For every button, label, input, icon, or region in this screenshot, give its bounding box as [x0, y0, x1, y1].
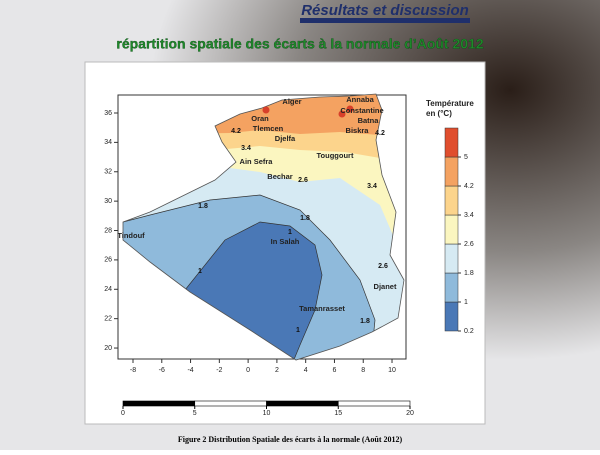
city-label: Touggourt — [317, 151, 354, 160]
x-tick-label: -4 — [187, 367, 193, 374]
x-tick-label: -8 — [130, 367, 136, 374]
scale-label: 5 — [193, 410, 197, 417]
legend-swatch — [444, 156, 459, 187]
city-label: Batna — [358, 116, 380, 125]
contour-label: 4.2 — [375, 130, 385, 137]
y-tick-label: 20 — [104, 345, 112, 352]
country-outline — [122, 93, 405, 361]
x-tick-label: 4 — [304, 367, 308, 374]
legend-label: 1 — [464, 299, 468, 306]
legend-swatch — [444, 127, 459, 158]
city-label: Biskra — [346, 126, 370, 135]
y-tick-label: 36 — [104, 110, 112, 117]
city-label: Oran — [251, 114, 269, 123]
contour-label: 1.8 — [198, 203, 208, 210]
figure-caption: Figure 2 Distribution Spatiale des écart… — [178, 435, 403, 444]
legend-label: 0.2 — [464, 328, 474, 335]
city-label: Alger — [282, 97, 301, 106]
city-label: Ain Sefra — [240, 157, 274, 166]
legend-label: 2.6 — [464, 241, 474, 248]
title-underline — [300, 18, 470, 23]
contour-label: 1 — [198, 268, 202, 275]
scale-label: 20 — [406, 410, 414, 417]
x-tick-label: -6 — [159, 367, 165, 374]
city-label: Djanet — [374, 282, 397, 291]
y-tick-label: 34 — [104, 139, 112, 146]
legend-label: 3.4 — [464, 212, 474, 219]
contour-label: 1 — [296, 327, 300, 334]
city-label: Bechar — [267, 172, 293, 181]
city-label: Constantine — [340, 106, 383, 115]
y-tick-label: 28 — [104, 227, 112, 234]
city-dot — [346, 105, 354, 113]
contour-label: 1.8 — [360, 318, 370, 325]
y-tick-label: 26 — [104, 257, 112, 264]
scale-segment — [266, 400, 339, 407]
scale-label: 10 — [263, 410, 271, 417]
y-tick-label: 24 — [104, 286, 112, 293]
city-label: Tlemcen — [253, 124, 284, 133]
scale-segment — [122, 400, 196, 407]
city-label: Tamanrasset — [299, 304, 345, 313]
y-tick-label: 32 — [104, 169, 112, 176]
city-dot — [338, 110, 346, 118]
scale-segment — [194, 400, 267, 407]
y-tick-label: 30 — [104, 198, 112, 205]
contour-label: 1 — [288, 229, 292, 236]
scale-label: 0 — [121, 410, 125, 417]
x-tick-label: 10 — [388, 367, 396, 374]
city-label: Tindouf — [117, 231, 145, 240]
legend-swatch — [444, 272, 459, 303]
legend-label: 1.8 — [464, 270, 474, 277]
slide-subtitle: répartition spatiale des écarts à la nor… — [116, 36, 483, 52]
x-tick-label: 6 — [333, 367, 337, 374]
city-label: Annaba — [346, 95, 374, 104]
city-dot — [262, 106, 270, 114]
contour-label: 2.6 — [298, 177, 308, 184]
x-tick-label: 2 — [275, 367, 279, 374]
scale-segment — [337, 400, 411, 407]
contour-label: 1.8 — [300, 215, 310, 222]
city-label: In Salah — [271, 237, 300, 246]
legend-swatch — [444, 301, 459, 332]
slide-title: Résultats et discussion — [301, 2, 469, 19]
x-tick-label: 8 — [361, 367, 365, 374]
legend-title: Température — [426, 99, 474, 108]
contour-label: 3.4 — [241, 145, 251, 152]
scale-label: 15 — [334, 410, 342, 417]
y-tick-label: 22 — [104, 316, 112, 323]
legend-title: en (°C) — [426, 109, 452, 118]
legend-label: 5 — [464, 154, 468, 161]
city-label: Djelfa — [275, 134, 296, 143]
legend-label: 4.2 — [464, 183, 474, 190]
legend-swatch — [444, 214, 459, 245]
legend-swatch — [444, 243, 459, 274]
x-tick-label: 0 — [246, 367, 250, 374]
legend-swatch — [444, 185, 459, 216]
contour-label: 2.6 — [378, 263, 388, 270]
contour-label: 3.4 — [367, 183, 377, 190]
x-tick-label: -2 — [216, 367, 222, 374]
contour-label: 4.2 — [231, 128, 241, 135]
